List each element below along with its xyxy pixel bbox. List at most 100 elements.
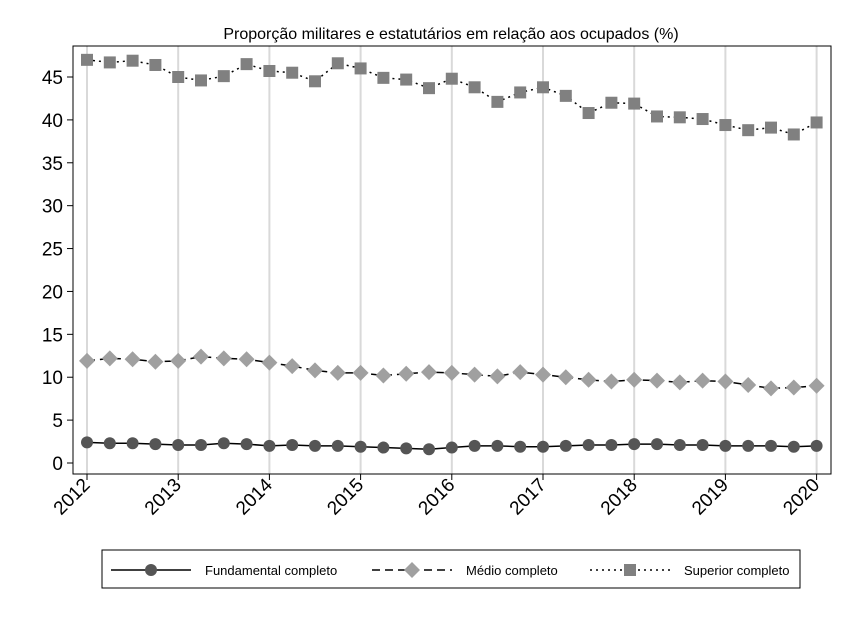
data-point-2-20: [537, 81, 549, 94]
data-point-0-9: [286, 438, 299, 451]
data-point-2-29: [742, 124, 755, 137]
series-2: [81, 53, 823, 141]
data-point-1-24: [626, 371, 643, 388]
data-point-0-4: [172, 438, 185, 451]
data-point-1-13: [375, 367, 392, 384]
data-point-0-19: [514, 440, 527, 453]
data-point-0-17: [468, 439, 481, 452]
data-point-0-27: [696, 438, 709, 451]
data-point-2-6: [217, 70, 230, 83]
data-point-2-28: [719, 119, 732, 132]
data-point-1-9: [284, 358, 301, 375]
data-point-1-18: [489, 368, 506, 385]
data-point-0-12: [354, 440, 367, 453]
series-group: [79, 53, 825, 456]
data-point-2-19: [514, 86, 527, 99]
data-point-1-30: [763, 380, 779, 397]
data-point-1-17: [466, 366, 483, 383]
data-point-0-21: [559, 439, 572, 452]
y-tick-label-45: 45: [42, 68, 63, 89]
data-point-0-15: [423, 443, 435, 456]
data-point-0-2: [126, 437, 139, 450]
data-point-2-1: [103, 56, 116, 69]
legend: Fundamental completo Médio completo Supe…: [101, 549, 801, 589]
data-point-2-27: [696, 113, 709, 126]
data-point-0-22: [582, 438, 595, 451]
series-1: [79, 348, 825, 397]
data-point-2-11: [331, 57, 344, 70]
data-point-1-8: [261, 354, 278, 371]
data-point-0-13: [377, 441, 390, 454]
data-point-2-25: [651, 110, 663, 123]
data-point-2-13: [377, 71, 390, 84]
legend-marker-fundamental: [145, 564, 157, 576]
data-point-1-2: [124, 351, 141, 368]
legend-marker-medio: [404, 562, 420, 578]
legend-frame: [101, 549, 801, 589]
data-point-2-12: [354, 62, 367, 75]
series-0: [81, 436, 823, 456]
data-point-0-24: [628, 438, 641, 451]
data-point-2-18: [491, 95, 504, 108]
data-point-0-20: [537, 440, 549, 453]
data-point-1-1: [101, 350, 118, 367]
data-point-1-15: [421, 364, 437, 381]
y-tick-label-35: 35: [42, 154, 63, 175]
data-point-1-16: [443, 364, 460, 381]
legend-label-medio: Médio completo: [466, 563, 558, 578]
data-point-0-29: [742, 439, 755, 452]
y-tick-label-30: 30: [42, 197, 63, 218]
legend-label-superior: Superior completo: [684, 563, 790, 578]
y-tick-label-40: 40: [42, 111, 63, 132]
data-point-2-4: [172, 71, 185, 83]
data-point-1-25: [649, 372, 665, 389]
y-tick-label-0: 0: [52, 454, 63, 475]
data-point-1-32: [808, 377, 825, 394]
data-point-1-5: [193, 348, 209, 365]
data-point-2-14: [400, 73, 413, 86]
data-point-1-19: [512, 364, 529, 381]
data-point-1-0: [79, 352, 95, 369]
data-point-0-7: [240, 438, 253, 451]
data-point-0-25: [651, 438, 663, 451]
data-point-2-2: [126, 54, 139, 67]
data-point-2-30: [765, 121, 777, 134]
data-point-2-9: [286, 66, 299, 79]
data-point-0-18: [491, 439, 504, 452]
data-point-1-20: [535, 366, 551, 383]
data-point-1-3: [147, 353, 164, 370]
data-point-0-28: [719, 439, 732, 452]
legend-label-fundamental: Fundamental completo: [205, 563, 337, 578]
y-tick-label-15: 15: [42, 325, 63, 346]
data-point-0-6: [217, 437, 230, 450]
data-point-1-12: [352, 364, 369, 381]
data-point-2-15: [423, 82, 435, 95]
data-point-0-14: [400, 442, 413, 455]
data-point-1-28: [717, 373, 734, 390]
data-point-2-17: [468, 81, 481, 94]
data-point-0-10: [309, 439, 321, 452]
data-point-2-10: [309, 75, 321, 88]
data-point-0-31: [787, 440, 800, 453]
data-point-1-21: [557, 369, 574, 386]
legend-marker-superior: [624, 564, 636, 576]
data-point-2-16: [445, 72, 458, 85]
data-point-0-11: [331, 439, 344, 452]
data-point-0-1: [103, 437, 116, 450]
data-point-2-31: [787, 128, 800, 141]
y-tick-label-10: 10: [42, 368, 63, 389]
y-tick-label-20: 20: [42, 282, 63, 303]
data-point-2-26: [673, 111, 686, 124]
data-point-1-14: [398, 365, 415, 382]
data-point-0-32: [810, 439, 823, 452]
data-point-2-8: [263, 64, 276, 77]
data-point-2-23: [605, 96, 618, 109]
data-point-2-0: [81, 53, 93, 66]
data-point-1-31: [785, 379, 802, 396]
data-point-0-3: [149, 438, 162, 451]
data-point-0-16: [445, 441, 458, 454]
data-point-2-24: [628, 97, 641, 110]
data-point-1-26: [671, 374, 688, 391]
data-point-1-29: [740, 376, 757, 393]
